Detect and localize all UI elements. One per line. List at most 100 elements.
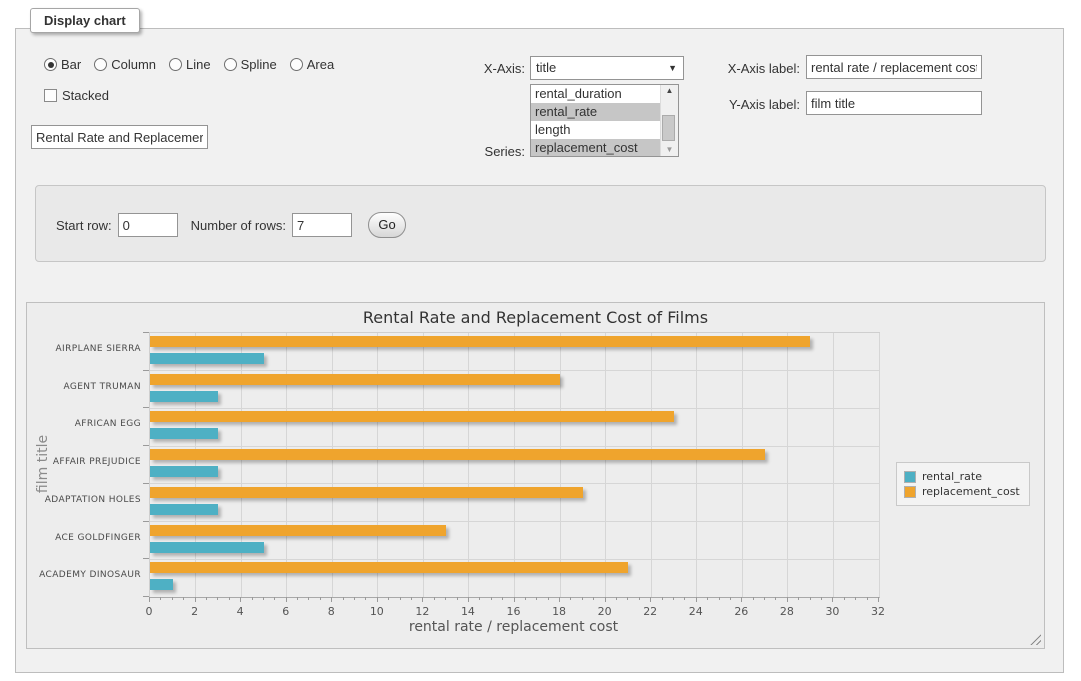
series-scrollbar[interactable]: ▲ ▼ (660, 85, 678, 156)
x-axis-select[interactable]: title ▼ (530, 56, 684, 80)
radio-icon[interactable] (223, 58, 237, 71)
x-axis-major-tick (559, 597, 561, 602)
bar-rental_rate (150, 466, 219, 478)
x-axis-minor-tick (684, 597, 686, 600)
x-axis-major-tick (422, 597, 424, 602)
y-axis-tick (143, 407, 149, 409)
x-gridline (787, 333, 789, 597)
x-axis-minor-tick (297, 597, 299, 600)
chart-legend: rental_rate replacement_cost (896, 462, 1030, 506)
x-axis-tick-label: 8 (327, 605, 335, 618)
x-axis-minor-tick (388, 597, 390, 600)
x-axis-minor-tick (308, 597, 310, 600)
x-gridline (422, 333, 424, 597)
radio-column[interactable]: Column (94, 57, 156, 72)
x-axis-major-tick (786, 597, 788, 602)
x-gridline (240, 333, 242, 597)
radio-icon[interactable] (289, 58, 303, 71)
series-option-replacement_cost[interactable]: replacement_cost (531, 139, 661, 156)
x-axis-major-tick (331, 597, 333, 602)
legend-item[interactable]: replacement_cost (904, 485, 1020, 498)
series-multiselect[interactable]: rental_duration rental_rate length replacem… (530, 84, 679, 157)
scroll-up-icon[interactable]: ▲ (665, 86, 674, 95)
category-label: ACADEMY DINOSAUR (39, 570, 141, 581)
category-label: AFFAIR PREJUDICE (52, 457, 141, 468)
num-rows-input[interactable] (292, 213, 352, 237)
scroll-down-icon[interactable]: ▼ (665, 145, 674, 154)
x-gridline (696, 333, 698, 597)
legend-label: rental_rate (922, 470, 982, 483)
x-axis-selected-value: title (536, 60, 557, 75)
x-axis-minor-tick (707, 597, 709, 600)
legend-swatch-replacement_cost (904, 485, 916, 498)
x-axis-major-tick (878, 597, 879, 602)
y-axis-tick (143, 520, 149, 522)
x-axis-tick-label: 22 (643, 605, 658, 618)
x-axis-tick-label: 30 (825, 605, 840, 618)
radio-icon[interactable] (44, 58, 57, 71)
radio-area[interactable]: Area (289, 57, 334, 72)
legend-item[interactable]: rental_rate (904, 470, 1020, 483)
x-axis-minor-tick (593, 597, 595, 600)
x-axis-minor-tick (262, 597, 264, 600)
scrollbar-thumb[interactable] (662, 115, 675, 141)
x-axis-minor-tick (581, 597, 583, 600)
series-option-rental_rate[interactable]: rental_rate (531, 103, 661, 121)
x-gridline (605, 333, 607, 597)
x-axis-minor-tick (661, 597, 663, 600)
radio-icon[interactable] (169, 58, 183, 71)
resize-grip-icon[interactable] (1030, 634, 1041, 645)
bar-rental_rate (150, 503, 219, 515)
bar-rental_rate (150, 390, 219, 402)
x-axis-tick-label: 20 (597, 605, 612, 618)
bar-replacement_cost (150, 336, 811, 347)
x-gridline (650, 333, 652, 597)
radio-bar[interactable]: Bar (44, 57, 81, 72)
series-option-length[interactable]: length (535, 122, 571, 137)
x-axis-minor-tick (399, 597, 401, 600)
x-axis-tick-label: 24 (688, 605, 703, 618)
x-axis-minor-tick (183, 597, 185, 600)
go-button[interactable]: Go (368, 212, 406, 238)
x-axis-minor-tick (365, 597, 367, 600)
bar-replacement_cost (150, 562, 629, 574)
radio-icon[interactable] (94, 58, 108, 71)
x-axis-major-tick (513, 597, 515, 602)
y-axis-label-input[interactable] (806, 91, 982, 115)
x-gridline (741, 333, 743, 597)
x-axis-major-tick (149, 597, 150, 602)
x-axis-minor-tick (445, 597, 447, 600)
radio-label: Spline (240, 57, 277, 72)
radio-label: Line (186, 57, 211, 72)
x-gridline (377, 333, 379, 597)
x-axis-major-tick (695, 597, 697, 602)
bar-rental_rate (150, 428, 219, 440)
x-axis-minor-tick (570, 597, 572, 600)
series-option-rental_duration[interactable]: rental_duration (535, 86, 622, 101)
stacked-checkbox-row[interactable]: Stacked (44, 88, 109, 103)
x-axis-tick-label: 12 (415, 605, 430, 618)
x-gridline (559, 333, 561, 597)
stacked-checkbox[interactable] (44, 89, 57, 102)
row-range-box: Start row: Number of rows: Go (35, 185, 1046, 262)
plot-area (149, 332, 880, 598)
start-row-input[interactable] (117, 213, 178, 237)
x-axis-minor-tick (217, 597, 219, 600)
x-axis-label-input[interactable] (806, 55, 982, 79)
x-axis-minor-tick (798, 597, 800, 600)
x-gridline (195, 333, 197, 597)
chart-title-input[interactable] (31, 125, 208, 149)
x-axis-minor-tick (536, 597, 538, 600)
row-range-controls: Start row: Number of rows: Go (56, 212, 406, 238)
chart-title: Rental Rate and Replacement Cost of Film… (362, 308, 709, 327)
x-axis-tick-label: 2 (191, 605, 199, 618)
x-axis-minor-tick (729, 597, 731, 600)
x-axis-tick-label: 32 (871, 605, 885, 618)
radio-spline[interactable]: Spline (223, 57, 277, 72)
category-label: AIRPLANE SIERRA (55, 344, 141, 354)
bar-replacement_cost (150, 411, 674, 423)
radio-line[interactable]: Line (169, 57, 211, 72)
bar-replacement_cost (150, 373, 560, 385)
x-axis-tick-label: 26 (734, 605, 749, 618)
